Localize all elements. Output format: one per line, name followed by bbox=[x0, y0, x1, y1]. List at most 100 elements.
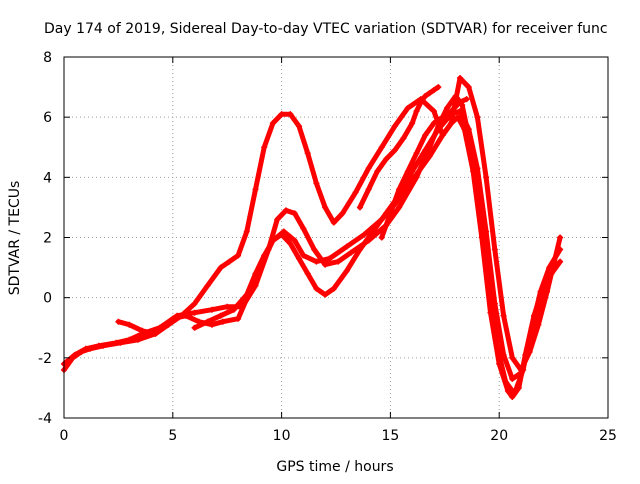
data-point bbox=[287, 240, 294, 247]
x-tick-label: 25 bbox=[599, 428, 617, 444]
data-point bbox=[313, 258, 320, 265]
data-point bbox=[291, 237, 298, 244]
data-point bbox=[322, 291, 329, 298]
data-point bbox=[544, 276, 551, 283]
data-point bbox=[165, 321, 172, 328]
data-point bbox=[217, 264, 224, 271]
data-point bbox=[113, 339, 120, 346]
data-point bbox=[269, 120, 276, 127]
data-point bbox=[243, 291, 250, 298]
data-point bbox=[369, 228, 376, 235]
data-point bbox=[491, 300, 498, 307]
data-point bbox=[296, 255, 303, 262]
data-point bbox=[95, 342, 102, 349]
data-point bbox=[457, 75, 464, 82]
data-point bbox=[235, 315, 242, 322]
series-track-f bbox=[378, 96, 470, 241]
data-point bbox=[409, 120, 416, 127]
series-trace bbox=[115, 75, 563, 373]
data-point bbox=[152, 330, 159, 337]
data-point bbox=[252, 282, 259, 289]
data-point bbox=[422, 132, 429, 139]
data-point bbox=[454, 114, 461, 121]
data-point bbox=[413, 150, 420, 157]
data-point bbox=[500, 312, 507, 319]
data-point bbox=[378, 144, 385, 151]
data-point bbox=[313, 285, 320, 292]
data-point bbox=[208, 321, 215, 328]
data-point bbox=[313, 180, 320, 187]
data-point bbox=[448, 120, 455, 127]
axis-ticks: 0 5 10 15 20 25 -4 -2 0 2 4 6 8 bbox=[38, 50, 617, 444]
data-point bbox=[396, 186, 403, 193]
series-track-e bbox=[356, 84, 442, 211]
data-point bbox=[191, 300, 198, 307]
data-point bbox=[208, 306, 215, 313]
data-point bbox=[235, 252, 242, 259]
data-point bbox=[448, 108, 455, 115]
data-point bbox=[243, 228, 250, 235]
data-point bbox=[239, 303, 246, 310]
data-point bbox=[557, 258, 564, 265]
data-point bbox=[217, 312, 224, 319]
data-point bbox=[435, 84, 442, 91]
x-tick-label: 10 bbox=[273, 428, 291, 444]
data-point bbox=[526, 342, 533, 349]
data-point bbox=[422, 93, 429, 100]
data-point bbox=[443, 105, 450, 112]
data-point bbox=[430, 120, 437, 127]
data-point bbox=[502, 378, 509, 385]
y-tick-label: -4 bbox=[38, 411, 52, 427]
data-point bbox=[391, 147, 398, 154]
data-point bbox=[439, 132, 446, 139]
x-tick-label: 5 bbox=[168, 428, 177, 444]
data-point bbox=[413, 108, 420, 115]
data-point bbox=[517, 369, 524, 376]
data-point bbox=[330, 219, 337, 226]
data-point bbox=[435, 126, 442, 133]
data-point bbox=[422, 147, 429, 154]
data-point bbox=[400, 135, 407, 142]
series-track-d bbox=[191, 108, 559, 382]
data-point bbox=[404, 105, 411, 112]
data-point bbox=[191, 309, 198, 316]
data-point bbox=[463, 96, 470, 103]
data-point bbox=[287, 111, 294, 118]
data-point bbox=[178, 312, 185, 319]
data-point bbox=[356, 246, 363, 253]
data-point bbox=[374, 168, 381, 175]
data-point bbox=[252, 270, 259, 277]
data-point bbox=[261, 252, 268, 259]
data-point bbox=[304, 270, 311, 277]
data-point bbox=[82, 345, 89, 352]
data-point bbox=[557, 234, 564, 241]
data-point bbox=[413, 174, 420, 181]
data-point bbox=[269, 237, 276, 244]
data-point bbox=[396, 204, 403, 211]
data-point bbox=[465, 84, 472, 91]
data-point bbox=[274, 216, 281, 223]
data-point bbox=[278, 231, 285, 238]
data-point bbox=[204, 282, 211, 289]
data-point bbox=[535, 306, 542, 313]
x-tick-label: 15 bbox=[381, 428, 399, 444]
series-trace bbox=[192, 108, 559, 382]
data-point bbox=[378, 234, 385, 241]
data-point bbox=[509, 375, 516, 382]
y-tick-label: -2 bbox=[38, 351, 52, 367]
data-point bbox=[417, 99, 424, 106]
data-point bbox=[483, 228, 490, 235]
data-point bbox=[219, 318, 226, 325]
data-point bbox=[491, 246, 498, 253]
data-point bbox=[430, 108, 437, 115]
data-point bbox=[326, 255, 333, 262]
data-point bbox=[457, 108, 464, 115]
data-point bbox=[426, 90, 433, 97]
data-point bbox=[365, 165, 372, 172]
y-tick-label: 2 bbox=[43, 231, 52, 247]
series-layer bbox=[61, 75, 564, 400]
data-point bbox=[322, 204, 329, 211]
data-point bbox=[278, 111, 285, 118]
